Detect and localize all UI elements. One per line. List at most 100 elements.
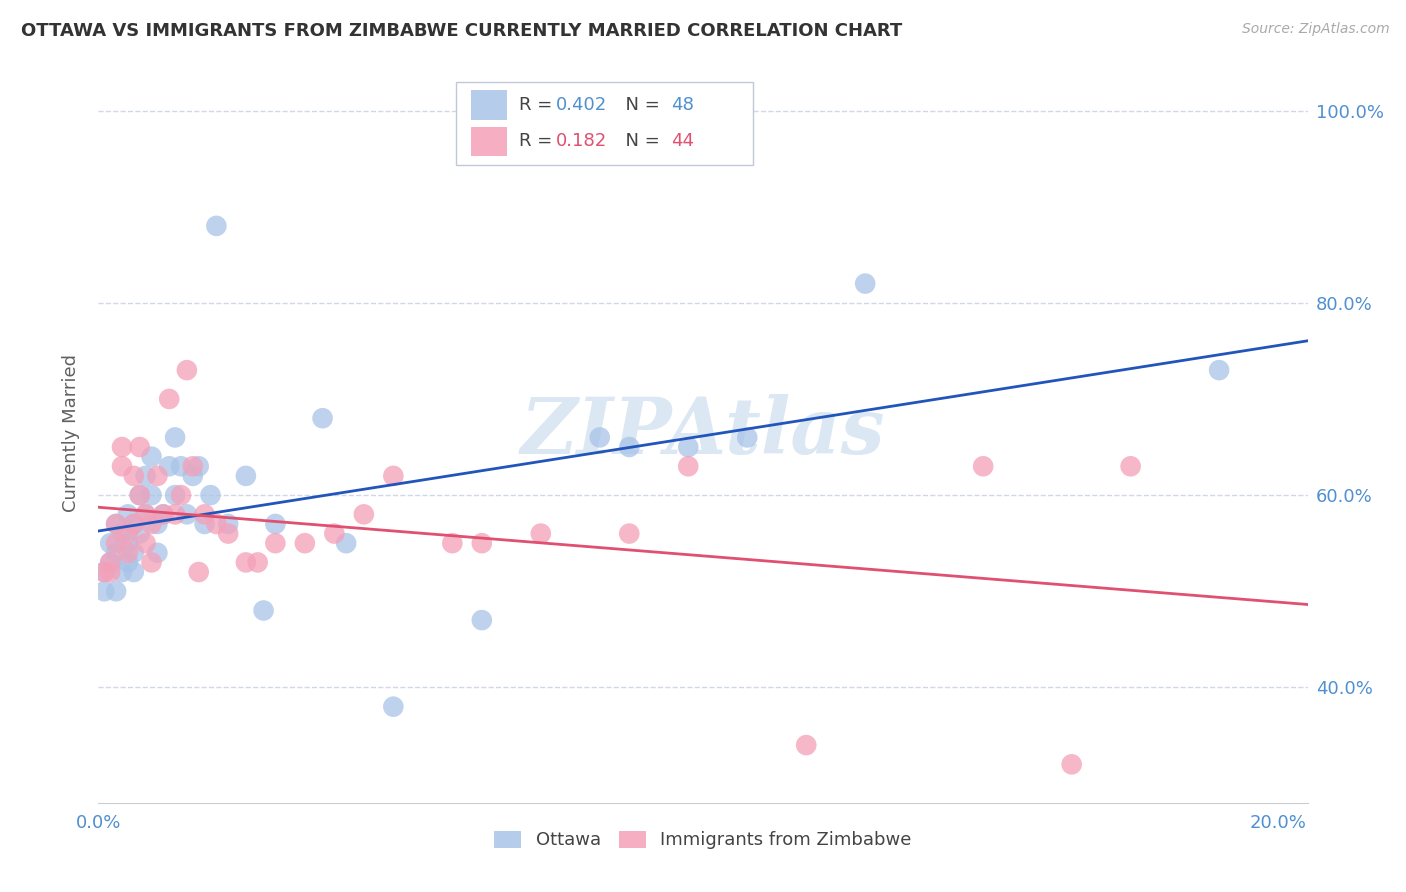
Point: [98, 536, 121, 550]
Text: N =: N =: [613, 132, 665, 151]
Point: [146, 469, 169, 483]
Point: [205, 219, 228, 233]
Point: [135, 469, 157, 483]
Y-axis label: Currently Married: Currently Married: [62, 353, 80, 512]
Point: [217, 526, 239, 541]
Text: ZIPAtlas: ZIPAtlas: [520, 394, 886, 471]
Text: 44: 44: [672, 132, 695, 151]
Point: [157, 459, 180, 474]
Text: OTTAWA VS IMMIGRANTS FROM ZIMBABWE CURRENTLY MARRIED CORRELATION CHART: OTTAWA VS IMMIGRANTS FROM ZIMBABWE CURRE…: [21, 22, 903, 40]
Point: [382, 469, 405, 483]
Point: [246, 556, 269, 570]
Point: [128, 488, 150, 502]
Point: [176, 508, 198, 522]
Point: [471, 613, 494, 627]
Point: [98, 565, 121, 579]
Text: N =: N =: [613, 96, 665, 114]
Point: [105, 516, 128, 531]
Point: [105, 546, 128, 560]
Point: [135, 508, 157, 522]
Point: [853, 277, 876, 291]
Point: [619, 526, 641, 541]
Point: [264, 536, 287, 550]
Point: [157, 392, 180, 406]
Point: [170, 459, 193, 474]
Text: Source: ZipAtlas.com: Source: ZipAtlas.com: [1241, 22, 1389, 37]
Point: [98, 556, 121, 570]
Point: [264, 516, 287, 531]
Point: [128, 526, 150, 541]
Point: [128, 488, 150, 502]
Point: [165, 488, 187, 502]
Point: [141, 556, 163, 570]
Point: [117, 556, 139, 570]
Point: [117, 546, 139, 560]
Point: [122, 516, 145, 531]
Text: R =: R =: [519, 132, 564, 151]
Point: [117, 508, 139, 522]
Point: [471, 536, 494, 550]
Point: [111, 565, 134, 579]
Text: R =: R =: [519, 96, 558, 114]
Point: [678, 459, 700, 474]
Point: [111, 459, 134, 474]
Point: [141, 450, 163, 464]
Point: [122, 469, 145, 483]
Point: [382, 699, 405, 714]
Point: [619, 440, 641, 454]
Point: [972, 459, 994, 474]
Point: [311, 411, 333, 425]
Point: [122, 516, 145, 531]
Point: [176, 363, 198, 377]
Point: [93, 565, 115, 579]
Point: [105, 584, 128, 599]
Legend: Ottawa, Immigrants from Zimbabwe: Ottawa, Immigrants from Zimbabwe: [486, 823, 920, 856]
Point: [165, 508, 187, 522]
Point: [235, 469, 257, 483]
Point: [441, 536, 464, 550]
Point: [146, 516, 169, 531]
Point: [170, 488, 193, 502]
Point: [93, 584, 115, 599]
FancyBboxPatch shape: [471, 127, 508, 156]
Point: [200, 488, 222, 502]
Point: [93, 565, 115, 579]
Point: [122, 546, 145, 560]
Point: [1119, 459, 1142, 474]
Point: [294, 536, 316, 550]
Point: [187, 565, 209, 579]
Point: [152, 508, 174, 522]
Point: [117, 526, 139, 541]
Point: [117, 536, 139, 550]
Point: [794, 738, 817, 752]
Point: [152, 508, 174, 522]
Point: [165, 430, 187, 444]
Point: [181, 459, 204, 474]
Point: [187, 459, 209, 474]
Point: [141, 488, 163, 502]
Text: 48: 48: [672, 96, 695, 114]
Point: [678, 440, 700, 454]
Point: [98, 556, 121, 570]
Point: [111, 440, 134, 454]
Point: [1208, 363, 1230, 377]
Point: [335, 536, 357, 550]
Point: [111, 526, 134, 541]
Point: [323, 526, 346, 541]
FancyBboxPatch shape: [471, 90, 508, 120]
Point: [353, 508, 375, 522]
Point: [194, 508, 217, 522]
Point: [252, 603, 274, 617]
Point: [217, 516, 239, 531]
Point: [122, 565, 145, 579]
FancyBboxPatch shape: [457, 82, 752, 165]
Text: 0.402: 0.402: [555, 96, 607, 114]
Point: [205, 516, 228, 531]
Point: [128, 440, 150, 454]
Point: [181, 469, 204, 483]
Point: [105, 536, 128, 550]
Text: 0.182: 0.182: [555, 132, 607, 151]
Point: [1060, 757, 1083, 772]
Point: [194, 516, 217, 531]
Point: [530, 526, 553, 541]
